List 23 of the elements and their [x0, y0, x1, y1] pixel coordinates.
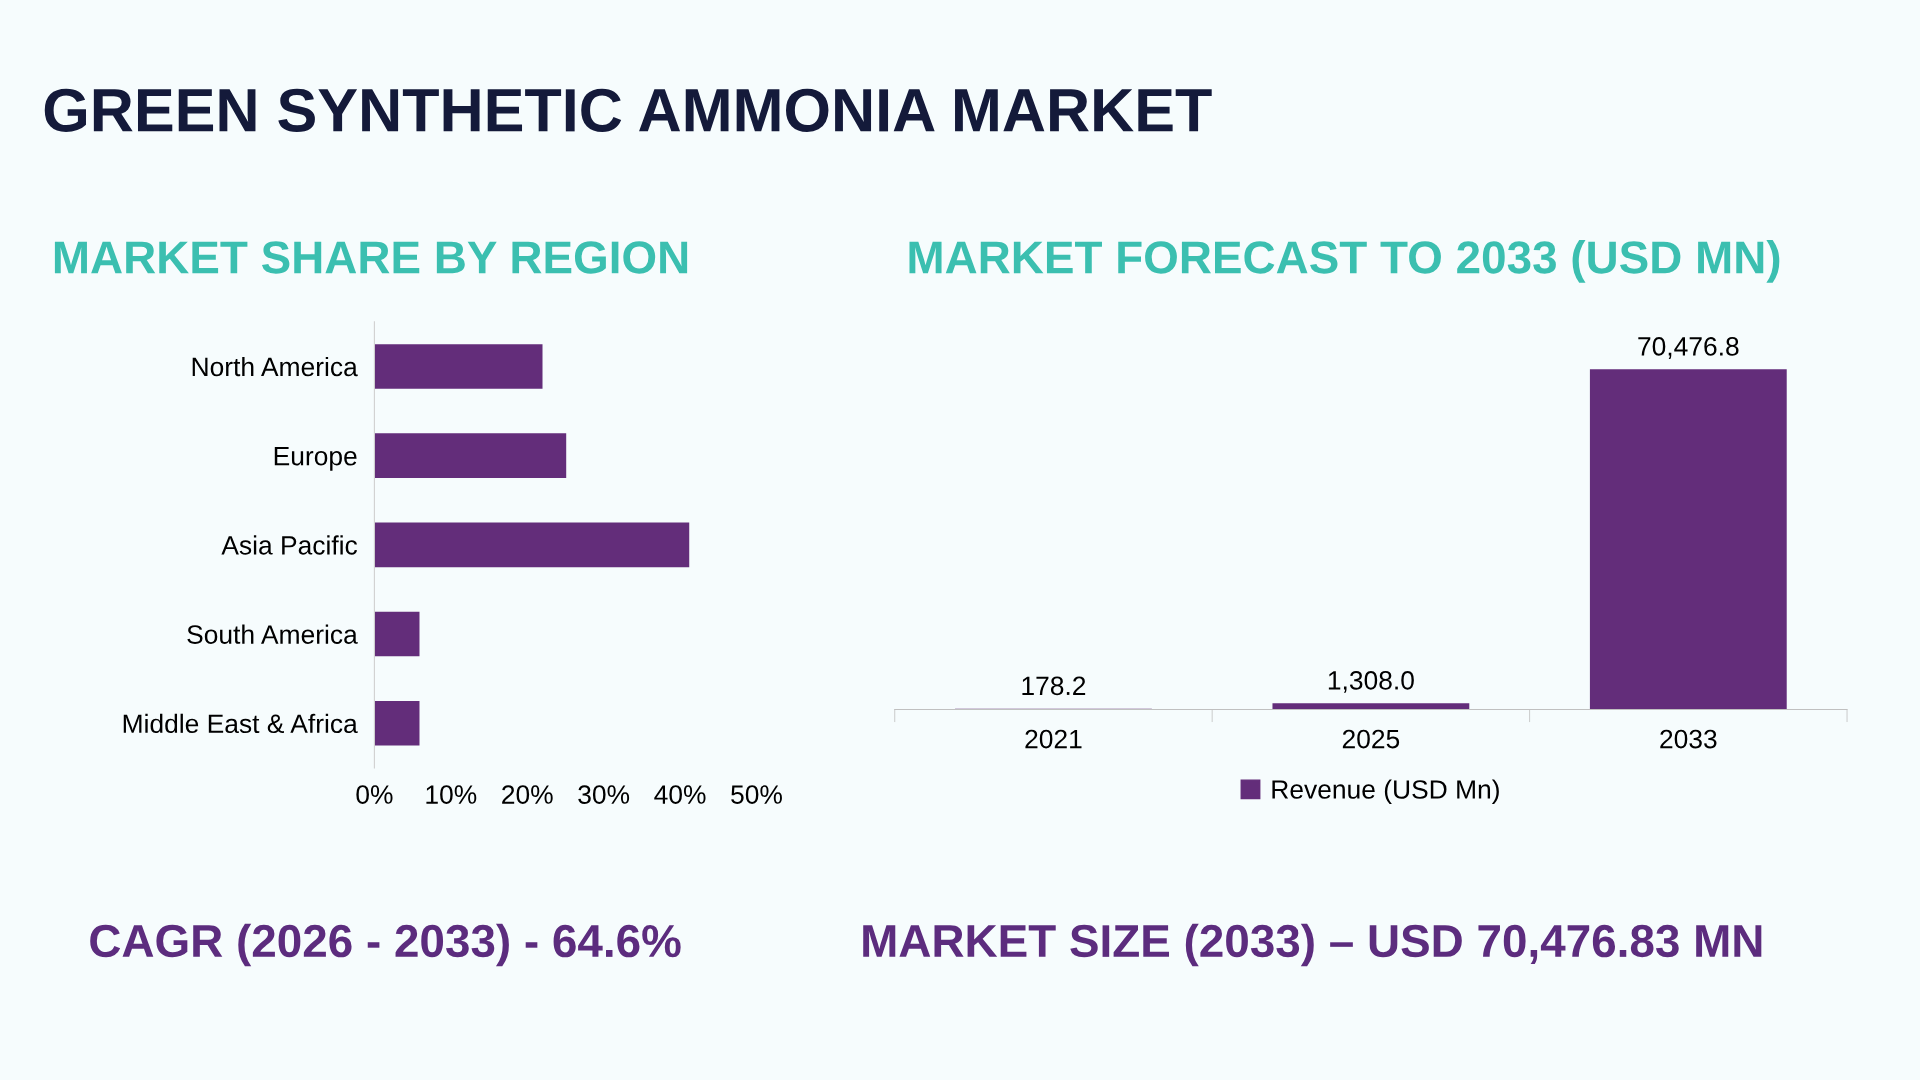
chart-title: MARKET FORECAST TO 2033 (USD MN) — [909, 240, 1780, 283]
x-tick-label: 0% — [356, 785, 393, 804]
text: CAGR (2026 - 2033) - 64.6% — [90, 923, 681, 967]
y-tick-label: North America — [192, 356, 358, 377]
x-tick-label: 2033 — [1660, 729, 1717, 749]
x-tick-label: 2021 — [1025, 729, 1082, 749]
chart-title: MARKET SHARE BY REGION — [54, 241, 688, 274]
x-tick-label: 50% — [731, 785, 782, 804]
x-tick-label: 20% — [502, 785, 553, 804]
legend-label: Revenue (USD Mn) — [1272, 779, 1499, 805]
data-label: 1,308.0 — [1328, 671, 1414, 693]
y-tick-label: Asia Pacific — [221, 535, 358, 555]
y-tick-label: South America — [187, 624, 358, 644]
x-tick-label: 10% — [426, 785, 477, 804]
data-label: 70,476.8 — [1638, 337, 1739, 359]
text: MARKET SIZE (2033) – USD 70,476.83 MN — [863, 923, 1762, 967]
x-tick-label: 40% — [654, 785, 706, 804]
data-label: 178.2 — [1022, 676, 1086, 696]
y-tick-label: Europe — [274, 447, 357, 471]
x-tick-label: 2025 — [1342, 729, 1400, 749]
x-tick-label: 30% — [578, 785, 630, 804]
y-tick-label: Middle East & Africa — [123, 713, 358, 734]
text: GREEN SYNTHETIC AMMONIA MARKET — [44, 88, 1212, 132]
